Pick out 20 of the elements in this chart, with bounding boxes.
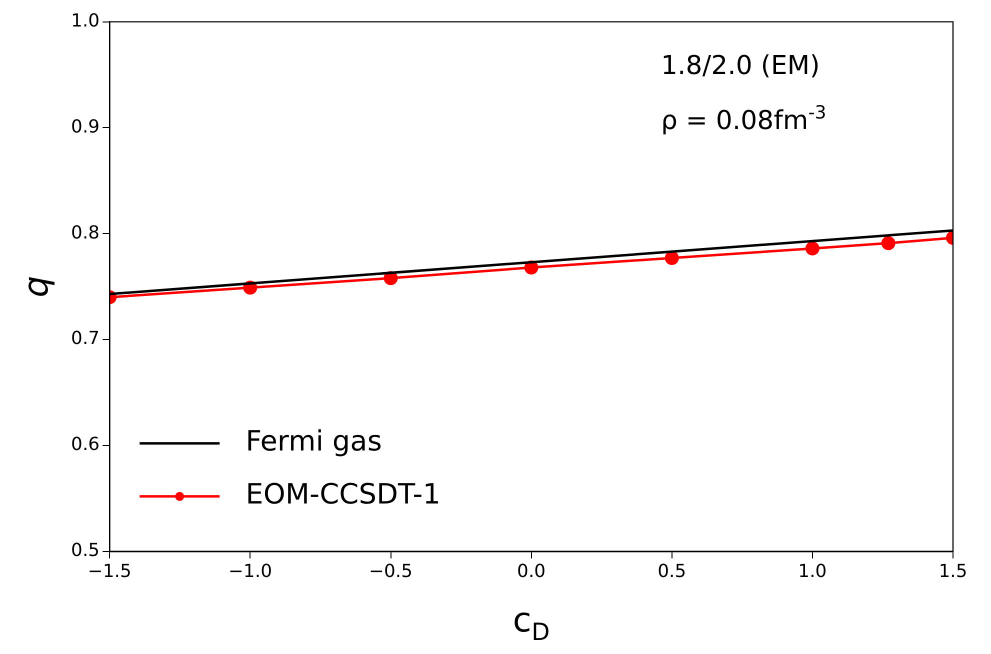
legend-label: Fermi gas xyxy=(246,424,382,458)
y-tick-label: 0.5 xyxy=(70,540,100,562)
y-tick-label: 0.9 xyxy=(70,116,100,138)
y-tick-label: 0.7 xyxy=(70,328,100,350)
x-tick-label: −1.5 xyxy=(88,560,132,582)
legend-label: EOM-CCSDT-1 xyxy=(246,478,441,511)
x-tick-label: −0.5 xyxy=(368,560,413,582)
x-tick-label: 1.0 xyxy=(798,560,827,582)
x-tick-label: 1.5 xyxy=(938,560,968,582)
x-tick-label: 0.0 xyxy=(516,560,546,582)
y-tick-label: 1.0 xyxy=(70,10,100,32)
point xyxy=(664,251,679,265)
annotation: 1.8/2.0 (EM) xyxy=(661,50,820,81)
point xyxy=(881,236,896,250)
y-tick-label: 0.6 xyxy=(70,434,100,456)
point xyxy=(805,241,820,256)
x-tick-label: 0.5 xyxy=(658,560,686,582)
x-tick-label: −1.0 xyxy=(228,560,272,582)
y-axis-title: q xyxy=(16,276,57,298)
y-tick-label: 0.8 xyxy=(70,222,100,244)
